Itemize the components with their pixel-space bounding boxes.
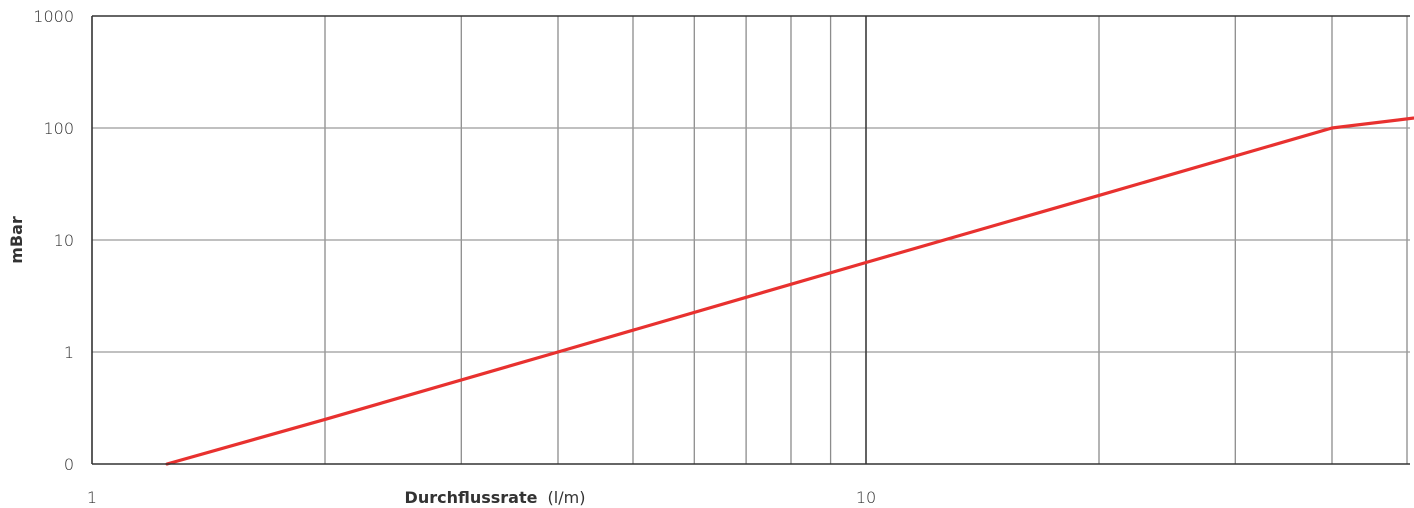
frame-layer [91,15,1410,465]
grid-minor [92,16,1410,464]
x-axis-title: Durchflussrate (l/m) [405,488,586,507]
series-line [165,116,1414,466]
y-tick-label: 0 [64,455,74,474]
x-tick-label: 1 [87,488,97,507]
x-tick-label: 10 [856,488,876,507]
x-axis-title-unit: (l/m) [548,488,586,507]
y-tick-labels: 0 1 10 100 1000 [33,7,74,474]
y-tick-label: 1 [64,343,74,362]
y-tick-label: 1000 [33,7,74,26]
x-tick-labels: 1 10 [87,488,876,507]
y-tick-label: 10 [54,231,74,250]
x-axis-title-bold: Durchflussrate [405,488,538,507]
y-axis-title: mBar [7,216,26,264]
series-layer [165,116,1414,466]
y-tick-label: 100 [43,119,74,138]
